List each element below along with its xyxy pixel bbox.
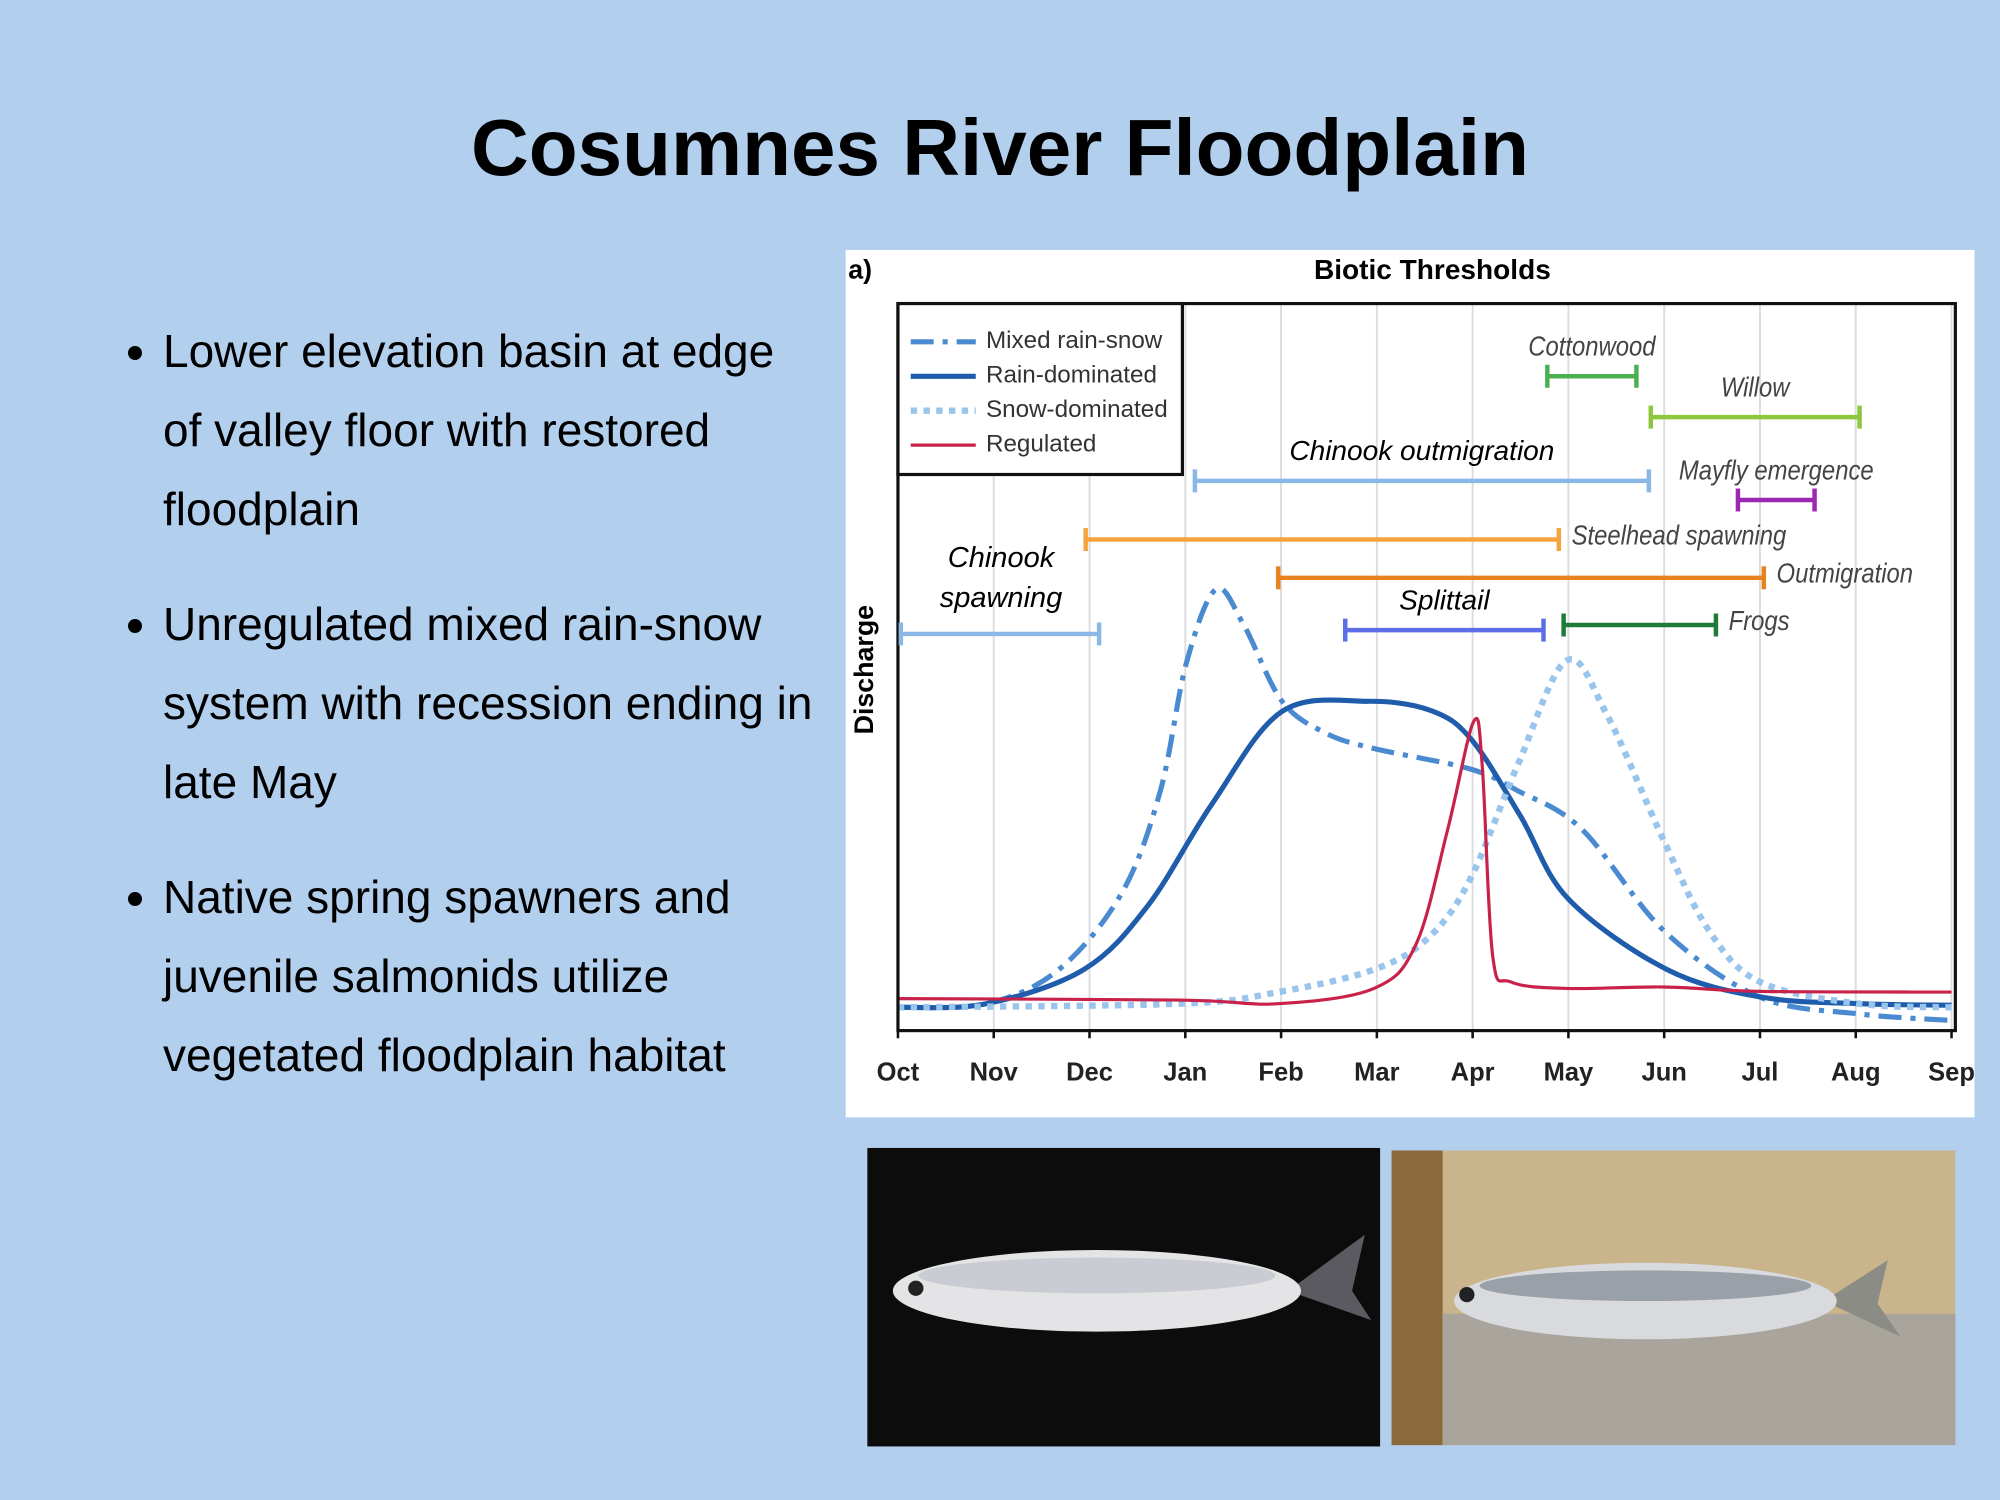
x-tick-label: Jun [1642, 1059, 1687, 1087]
series-line [897, 585, 1952, 1023]
fish-tail [1823, 1260, 1901, 1337]
wood-strip [1391, 1150, 1443, 1446]
legend-label: Snow-dominated [986, 396, 1168, 423]
bullet: Unregulated mixed rain-snow system with … [163, 585, 813, 822]
threshold-label: Mayfly emergence [1679, 454, 1874, 485]
fish-eye [908, 1280, 924, 1296]
x-tick-label: Nov [970, 1059, 1019, 1087]
x-tick-label: Sep [1928, 1059, 1975, 1087]
fish-eye [1459, 1286, 1475, 1303]
threshold-label: Frogs [1729, 605, 1790, 636]
x-tick-label: Jul [1742, 1059, 1779, 1087]
threshold-label: Cottonwood [1528, 331, 1656, 362]
fish-back [918, 1257, 1276, 1294]
threshold-label: Outmigration [1777, 558, 1913, 589]
legend-label: Regulated [986, 431, 1096, 458]
legend-label: Rain-dominated [986, 362, 1157, 389]
x-tick-label: Apr [1451, 1059, 1495, 1087]
fish-back [1479, 1270, 1812, 1302]
fish-tail [1288, 1234, 1372, 1321]
x-tick-label: May [1544, 1059, 1594, 1087]
threshold-label: Chinook outmigration [1289, 435, 1554, 466]
threshold-label: Splittail [1399, 584, 1490, 615]
series-line [897, 716, 1952, 1006]
series-line [897, 656, 1952, 1011]
x-tick-label: Jan [1163, 1059, 1207, 1087]
plot-frame [896, 301, 1957, 1033]
x-tick-label: Mar [1354, 1059, 1399, 1087]
threshold-label: Chinook spawning [939, 542, 1063, 614]
photo-fish-2 [1391, 1150, 1956, 1446]
threshold-label: Willow [1721, 371, 1791, 402]
x-tick-label: Aug [1831, 1059, 1881, 1087]
x-tick-label: Feb [1258, 1059, 1303, 1087]
slide-title: Cosumnes River Floodplain [471, 103, 1529, 192]
thresholds: Steelhead spawning Outmigration Chinook ou… [898, 331, 1913, 646]
bullet: Native spring spawners and juvenile salm… [163, 858, 813, 1095]
legend-label: Mixed rain-snow [986, 327, 1163, 354]
curves [897, 585, 1952, 1023]
threshold-label: Steelhead spawning [1572, 519, 1787, 550]
photo-fish-1 [867, 1147, 1381, 1447]
panel-label: a) [848, 255, 872, 285]
bullet-list: Lower elevation basin at edge of valley … [98, 312, 813, 1131]
legend: Mixed rain-snow Rain-dominated Snow-domina… [896, 301, 1184, 477]
x-tick-label: Dec [1066, 1059, 1113, 1087]
bullet: Lower elevation basin at edge of valley … [163, 312, 813, 549]
x-tick-label: Oct [877, 1059, 920, 1087]
y-axis-label: Discharge [849, 605, 879, 734]
chart-title: Biotic Thresholds [1314, 254, 1551, 285]
